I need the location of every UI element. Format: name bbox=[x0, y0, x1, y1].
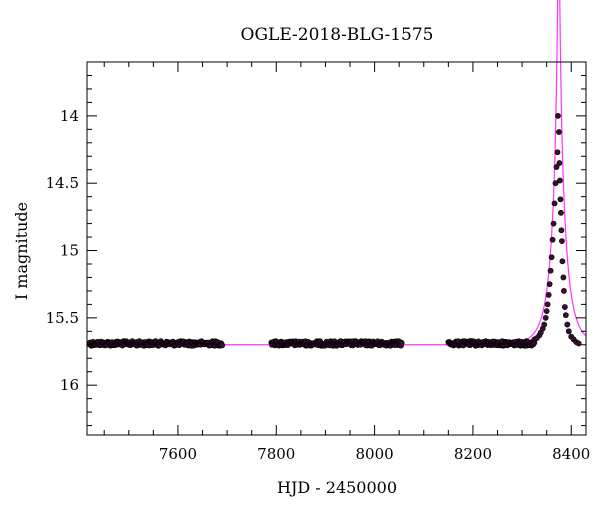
data-point bbox=[560, 288, 567, 294]
y-tick-label: 15.5 bbox=[46, 309, 79, 327]
model-curve bbox=[89, 0, 587, 346]
data-points-layer bbox=[86, 112, 582, 349]
data-point bbox=[552, 180, 559, 187]
data-point bbox=[562, 312, 569, 319]
x-tick-label: 7600 bbox=[159, 445, 197, 463]
data-point bbox=[575, 340, 582, 347]
data-point bbox=[545, 292, 552, 298]
data-point bbox=[559, 238, 565, 244]
x-axis-ticks: 7600 7800 8000 8200 8400 bbox=[103, 62, 590, 463]
data-point bbox=[547, 267, 554, 274]
data-point bbox=[550, 220, 557, 227]
model-curve-layer bbox=[89, 0, 587, 346]
x-tick-label: 8400 bbox=[552, 445, 590, 463]
data-point bbox=[560, 274, 567, 281]
y-tick-label: 15 bbox=[60, 242, 79, 260]
y-axis-label: I magnitude bbox=[12, 202, 31, 300]
data-point bbox=[544, 301, 551, 308]
data-point bbox=[542, 314, 549, 321]
data-point bbox=[558, 209, 564, 216]
data-point bbox=[548, 254, 555, 261]
data-point bbox=[541, 321, 548, 328]
data-point bbox=[558, 227, 565, 234]
data-point bbox=[551, 200, 558, 207]
chart-title: OGLE-2018-BLG-1575 bbox=[241, 25, 434, 45]
data-point bbox=[398, 339, 405, 346]
x-tick-label: 7800 bbox=[257, 445, 295, 463]
y-tick-label: 14.5 bbox=[46, 174, 79, 192]
data-point bbox=[561, 304, 568, 310]
data-point bbox=[555, 112, 561, 119]
data-point bbox=[557, 177, 563, 184]
data-point bbox=[564, 321, 571, 328]
data-point bbox=[557, 196, 564, 203]
data-point bbox=[556, 129, 562, 135]
x-tick-label: 8000 bbox=[356, 445, 394, 463]
data-point bbox=[565, 328, 572, 335]
x-axis-label: HJD - 2450000 bbox=[277, 478, 397, 497]
data-point bbox=[219, 342, 226, 349]
y-tick-label: 14 bbox=[60, 107, 79, 125]
y-tick-label: 16 bbox=[60, 376, 79, 394]
data-point bbox=[546, 281, 553, 288]
plot-frame bbox=[86, 61, 587, 436]
plot-area bbox=[86, 0, 587, 349]
data-point bbox=[559, 258, 566, 265]
data-point bbox=[549, 236, 556, 243]
data-point bbox=[543, 308, 550, 315]
data-point bbox=[556, 160, 563, 166]
y-axis-ticks: 14 14.5 15 15.5 16 bbox=[46, 61, 586, 427]
data-point bbox=[553, 164, 560, 170]
x-tick-label: 8200 bbox=[454, 445, 492, 463]
data-point bbox=[554, 149, 561, 156]
